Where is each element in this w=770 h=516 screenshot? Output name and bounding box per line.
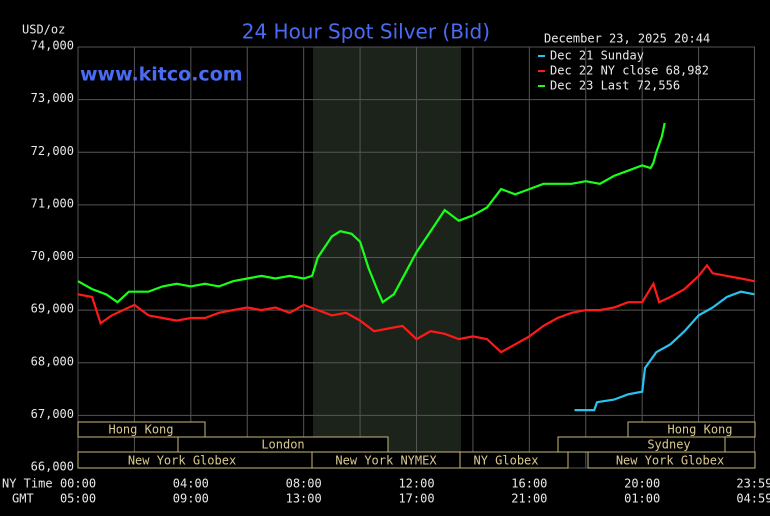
price-line (574, 290, 755, 412)
price-line (77, 122, 666, 304)
session-label: Hong Kong (108, 423, 173, 437)
timestamp: December 23, 2025 20:44 (544, 32, 710, 46)
grid (77, 46, 755, 469)
x-tick-label: 08:00 (286, 477, 322, 491)
session-label: Sydney (647, 438, 690, 452)
y-tick-label: 73,000 (31, 91, 74, 105)
x2-tick-label: 05:00 (60, 492, 96, 506)
legend-label: Dec 21 Sunday (550, 49, 644, 63)
session-box (77, 421, 206, 438)
y-tick-label: 66,000 (31, 460, 74, 474)
session-label: New York Globex (128, 454, 236, 468)
watermark: www.kitco.com (80, 64, 243, 86)
x-tick-label: 00:00 (60, 477, 96, 491)
y-tick-label: 74,000 (31, 39, 74, 53)
x2-tick-label: 01:00 (624, 492, 660, 506)
session-label: New York NYMEX (335, 454, 437, 468)
session-label: New York Globex (616, 454, 724, 468)
sessions: Hong Kong London New York Globex New Yor… (77, 421, 756, 469)
y-axis-label: USD/oz (22, 23, 65, 37)
x-axis-label: NY Time (2, 477, 53, 491)
x-tick-label: 04:00 (173, 477, 209, 491)
y-tick-label: 72,000 (31, 144, 74, 158)
session-box (587, 451, 756, 469)
x-tick-label: 16:00 (511, 477, 547, 491)
y-tick-label: 71,000 (31, 196, 74, 210)
chart-title: 24 Hour Spot Silver (Bid) (242, 20, 490, 44)
x2-tick-label: 04:59 (736, 492, 770, 506)
y-tick-label: 69,000 (31, 302, 74, 316)
x-tick-label: 23:59 (736, 477, 770, 491)
x2-tick-label: 09:00 (173, 492, 209, 506)
session-label: NY Globex (473, 454, 538, 468)
x2-tick-label: 21:00 (511, 492, 547, 506)
x-tick-label: 20:00 (624, 477, 660, 491)
x2-axis-label: GMT (12, 492, 34, 506)
session-label: Hong Kong (667, 423, 732, 437)
price-line (77, 263, 755, 354)
legend-label: Dec 22 NY close 68,982 (550, 64, 709, 78)
lines (77, 122, 755, 412)
y-tick-label: 70,000 (31, 249, 74, 263)
x-tick-label: 12:00 (398, 477, 434, 491)
session-box (557, 436, 726, 453)
x2-tick-label: 17:00 (398, 492, 434, 506)
x2-tick-label: 13:00 (286, 492, 322, 506)
session-box (459, 451, 569, 469)
session-label: London (261, 438, 304, 452)
y-tick-label: 67,000 (31, 407, 74, 421)
legend-label: Dec 23 Last 72,556 (550, 79, 680, 93)
y-tick-label: 68,000 (31, 354, 74, 368)
